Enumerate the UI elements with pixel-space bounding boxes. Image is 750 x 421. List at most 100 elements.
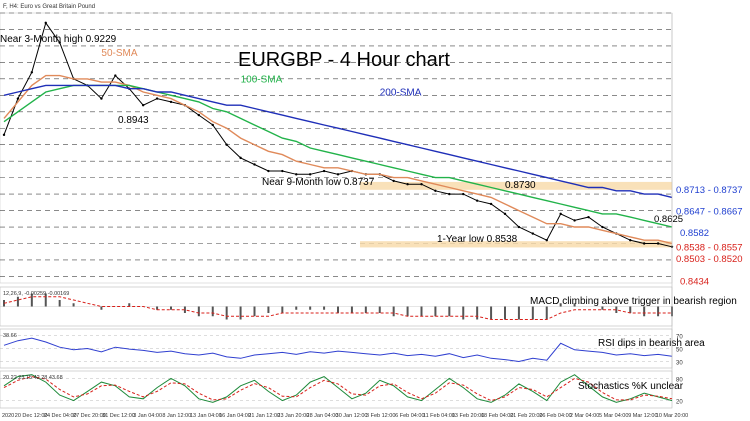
sma-200-line	[3, 84, 673, 199]
price-point	[629, 238, 632, 242]
x-tick-label: 26 Feb 04:00	[539, 413, 571, 419]
annotation-label: 1-Year low 0.8538	[437, 234, 518, 245]
x-tick-label: 9 Mar 12:00	[628, 413, 657, 419]
x-tick-label: 27 Dec 20:00	[73, 413, 106, 419]
price-point	[642, 242, 646, 245]
stoch-k-line	[3, 374, 673, 403]
annotation-label: 50-SMA	[101, 48, 137, 59]
annotation-label: 100-SMA	[241, 74, 283, 85]
x-tick-label: 30 Jan 12:00	[336, 413, 368, 419]
price-point	[517, 225, 521, 229]
price-point	[656, 242, 660, 245]
price-point	[267, 169, 270, 173]
x-tick-label: 28 Jan 04:00	[307, 413, 339, 419]
price-point	[114, 74, 117, 77]
annotation-label: 0.8943	[118, 115, 149, 126]
price-point	[100, 97, 103, 100]
annotation-label: Near 3-Month high 0.9229	[0, 34, 117, 45]
macd-signal-line	[3, 296, 672, 320]
price-point	[211, 123, 214, 127]
price-point	[197, 113, 201, 117]
price-point	[448, 192, 451, 196]
stochastics-panel: 80 20 20.22 23.15 42.28 43.68 Stochastics %…	[0, 370, 684, 409]
rsi-line	[3, 337, 673, 363]
x-tick-label: 16 Jan 04:00	[219, 413, 251, 419]
level-label: 0.8434	[680, 277, 709, 288]
support-resistance-zone	[360, 241, 672, 248]
x-tick-label: 21 Feb 20:00	[510, 413, 542, 419]
stoch-header: 20.22 23.15 42.28 43.68	[3, 375, 63, 381]
macd-caption: MACD climbing above trigger in bearish r…	[530, 296, 737, 307]
price-point	[155, 97, 159, 100]
rsi-caption: RSI dips in bearish area	[598, 338, 705, 349]
price-point	[30, 71, 34, 74]
rsi-tick-label: 50	[676, 348, 683, 354]
stoch-d-line	[3, 376, 673, 402]
price-point	[587, 215, 590, 219]
price-point	[420, 183, 423, 186]
macd-header: 12,26,9, -0.00259 -0.00169	[3, 291, 69, 297]
level-label: 0.8538 - 0.8557	[676, 242, 743, 253]
level-label: 0.8713 - 0.8737	[676, 185, 743, 196]
price-point	[406, 183, 409, 186]
price-point	[239, 156, 242, 160]
price-point	[392, 179, 395, 183]
price-point	[322, 169, 326, 173]
annotation-label: 0.8730	[505, 180, 536, 191]
price-point	[559, 212, 562, 216]
window-header: F, H4: Euro vs Great Britain Pound	[3, 4, 95, 10]
price-point	[2, 133, 6, 137]
price-point	[601, 225, 604, 229]
level-label: 0.8503 - 0.8520	[676, 254, 743, 265]
price-point	[44, 21, 47, 25]
annotation-label: Near 9-Month low 0.8737	[262, 177, 375, 188]
stoch-tick-label: 80	[676, 377, 683, 383]
x-tick-label: 18 Feb 04:00	[481, 413, 513, 419]
price-point	[336, 173, 340, 176]
price-point	[308, 173, 312, 176]
x-tick-label: 13 Jan 04:00	[190, 413, 222, 419]
price-point	[253, 163, 256, 166]
x-tick-label: 23 Jan 20:00	[277, 413, 309, 419]
level-label: 0.8647 - 0.8667	[676, 207, 743, 218]
price-point	[225, 143, 228, 146]
price-point	[16, 97, 20, 100]
level-label: 0.8582	[680, 228, 709, 239]
stoch-tick-label: 20	[676, 400, 683, 406]
rsi-header: 38.66	[3, 333, 17, 339]
price-point	[573, 219, 576, 222]
price-point	[434, 189, 437, 193]
x-tick-label: 6 Feb 04:00	[395, 413, 424, 419]
chart-title: EURGBP - 4 Hour chart	[238, 49, 450, 71]
x-tick-label: 5 Mar 04:00	[599, 413, 628, 419]
price-point	[489, 202, 493, 206]
price-point	[141, 103, 145, 107]
x-tick-label: 3 Feb 12:00	[366, 413, 395, 419]
x-tick-label: 2020	[2, 413, 14, 419]
rsi-tick-label: 30	[676, 361, 683, 367]
stoch-caption: Stochastics %K unclear	[578, 381, 684, 392]
price-point	[295, 173, 298, 176]
price-point	[503, 212, 507, 216]
rsi-tick-label: 70	[676, 335, 683, 341]
price-point	[531, 232, 535, 235]
price-point	[281, 169, 284, 173]
sma-50-line	[3, 74, 673, 245]
x-tick-label: 8 Jan 12:00	[162, 413, 191, 419]
x-tick-label: 11 Feb 04:00	[423, 413, 455, 419]
x-tick-label: 24 Dec 04:00	[44, 413, 77, 419]
x-tick-label: 2 Mar 04:00	[570, 413, 599, 419]
x-tick-label: 13 Feb 20:00	[452, 413, 484, 419]
support-resistance-zone	[360, 181, 672, 190]
price-point	[462, 192, 465, 196]
x-tick-label: 20 Dec 12:00	[15, 413, 48, 419]
level-label: 0.8625	[654, 214, 683, 225]
price-point	[58, 41, 61, 44]
price-point	[169, 100, 173, 104]
annotation-label: 200-SMA	[380, 88, 422, 99]
price-point	[545, 238, 548, 242]
x-tick-label: 10 Mar 20:00	[656, 413, 688, 419]
